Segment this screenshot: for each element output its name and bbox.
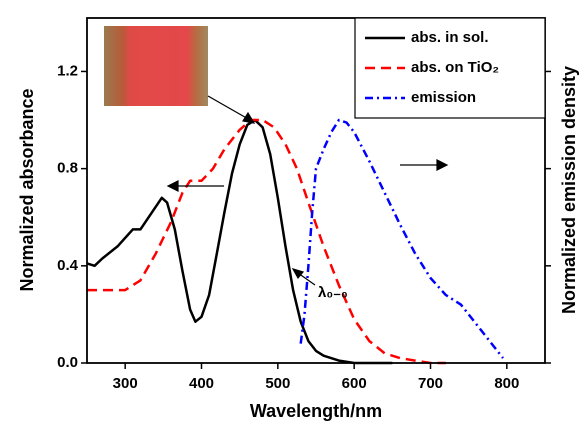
plot: 300 400 500 600 700 800 0.0 0.4 0.8 1.2 abs. in so… [57,17,551,392]
y2-axis-title: Normalized emission density [559,66,579,314]
y-tick-label: 0.0 [57,354,78,371]
y-tick-label: 0.8 [57,160,78,177]
x-tick-label: 800 [494,375,519,392]
y-tick-label: 1.2 [57,62,78,79]
plot-frame [86,17,546,364]
legend-text: abs. on TiO₂ [411,59,499,76]
series-line [86,118,393,365]
inset-photo [104,26,208,106]
x-tick-label: 500 [265,375,290,392]
x-tick-label: 600 [342,375,367,392]
x-axis-title: Wavelength/nm [250,401,382,421]
legend-text: emission [411,89,476,106]
y-axis-title: Normalized absorbance [17,88,37,291]
arrows [166,95,449,286]
x-tick-label: 400 [189,375,214,392]
x-tick-label: 700 [418,375,443,392]
series-line [87,118,446,365]
x-tick-label: 300 [113,375,138,392]
y-tick-label: 0.4 [57,257,79,274]
annotation: λ₀₋₀ [318,284,348,301]
series-line [299,118,504,359]
legend-text: abs. in sol. [411,29,489,46]
